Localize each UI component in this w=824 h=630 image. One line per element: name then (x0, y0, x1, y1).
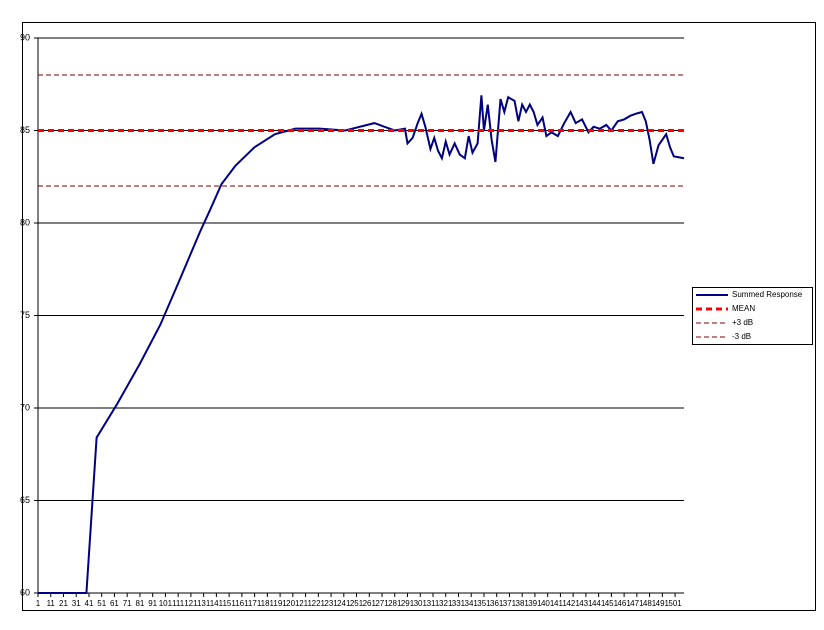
x-tick-label: 451 (605, 599, 619, 608)
x-tick-label: 141 (210, 599, 224, 608)
x-tick-label: 481 (643, 599, 657, 608)
x-tick-label: 81 (135, 599, 144, 608)
x-tick-label: 171 (248, 599, 262, 608)
y-tick-label: 70 (20, 402, 30, 412)
x-tick-label: 241 (337, 599, 351, 608)
y-tick-label: 90 (20, 32, 30, 42)
legend-label: -3 dB (732, 332, 751, 341)
x-tick-label: 491 (656, 599, 670, 608)
x-tick-label: 111 (172, 599, 185, 608)
x-tick-label: 201 (286, 599, 300, 608)
x-tick-label: 1 (36, 599, 41, 608)
y-tick-label: 85 (20, 125, 30, 135)
x-tick-label: 121 (184, 599, 198, 608)
x-tick-label: 381 (516, 599, 530, 608)
x-tick-label: 341 (465, 599, 479, 608)
x-tick-label: 391 (528, 599, 542, 608)
x-tick-label: 281 (388, 599, 402, 608)
x-tick-label: 371 (503, 599, 517, 608)
x-tick-label: 11 (47, 599, 56, 608)
x-tick-label: 231 (324, 599, 338, 608)
x-tick-label: 401 (541, 599, 555, 608)
x-tick-label: 501 (668, 599, 682, 608)
legend-label: Summed Response (732, 290, 803, 299)
y-tick-label: 60 (20, 587, 30, 597)
legend-box (692, 287, 813, 345)
x-tick-label: 61 (110, 599, 119, 608)
x-tick-label: 31 (72, 599, 81, 608)
x-tick-label: 331 (452, 599, 466, 608)
x-tick-label: 431 (579, 599, 593, 608)
y-tick-label: 65 (20, 495, 30, 505)
x-tick-label: 131 (197, 599, 211, 608)
series-line (38, 95, 685, 594)
x-tick-label: 161 (235, 599, 249, 608)
x-tick-label: 411 (554, 599, 567, 608)
x-tick-label: 461 (617, 599, 631, 608)
x-tick-label: 271 (375, 599, 389, 608)
x-tick-label: 51 (97, 599, 106, 608)
x-tick-label: 321 (439, 599, 453, 608)
x-tick-label: 251 (350, 599, 364, 608)
x-tick-label: 21 (59, 599, 68, 608)
x-tick-label: 191 (273, 599, 287, 608)
x-tick-label: 101 (159, 599, 173, 608)
x-tick-label: 421 (566, 599, 580, 608)
x-tick-label: 211 (299, 599, 312, 608)
x-tick-label: 311 (427, 599, 440, 608)
x-tick-label: 91 (148, 599, 157, 608)
x-tick-label: 351 (477, 599, 491, 608)
x-tick-label: 441 (592, 599, 606, 608)
x-tick-label: 181 (261, 599, 275, 608)
x-tick-label: 41 (85, 599, 94, 608)
x-tick-label: 261 (363, 599, 377, 608)
x-tick-label: 301 (414, 599, 428, 608)
y-tick-label: 80 (20, 217, 30, 227)
x-tick-label: 151 (222, 599, 236, 608)
x-tick-label: 291 (401, 599, 415, 608)
y-tick-label: 75 (20, 310, 30, 320)
x-tick-label: 471 (630, 599, 644, 608)
legend-label: +3 dB (732, 318, 753, 327)
x-tick-label: 71 (123, 599, 132, 608)
legend-label: MEAN (732, 304, 755, 313)
x-tick-label: 361 (490, 599, 504, 608)
x-tick-label: 221 (312, 599, 326, 608)
legend: Summed Response MEAN +3 dB -3 dB (692, 287, 813, 345)
